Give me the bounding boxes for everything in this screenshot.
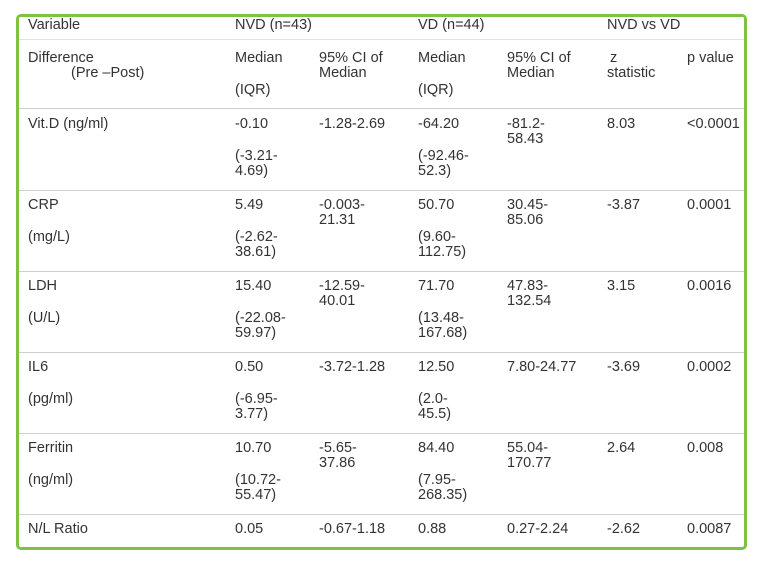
vd-ci-cont: 58.43 (507, 131, 544, 147)
vd-iqr: (7.95- (418, 472, 456, 488)
nvd-median: 10.70 (235, 440, 272, 456)
nvd-iqr: (10.72- (235, 472, 281, 488)
nvd-ci: -1.28-2.69 (319, 116, 386, 132)
table-row: LDH (U/L) 15.40 (-22.08- 59.97) -12.59- 40.01 7… (19, 271, 744, 353)
vd-ci-header-2: Median (507, 65, 555, 81)
table-row: Ferritin (ng/ml) 10.70 (10.72- 55.47) -5.65- 3… (19, 433, 744, 515)
z-statistic: 3.15 (607, 278, 636, 294)
nvd-median: 0.50 (235, 359, 264, 375)
vd-median: 0.88 (418, 521, 447, 537)
z-statistic: -3.69 (607, 359, 641, 375)
vd-iqr-header: (IQR) (418, 82, 454, 98)
vd-ci-header: 95% CI of (507, 50, 571, 66)
p-value: 0.0016 (687, 278, 732, 294)
vd-ci: 7.80-24.77 (507, 359, 577, 375)
nvd-ci: -5.65- (319, 440, 357, 456)
vd-ci: -81.2- (507, 116, 545, 132)
difference-sublabel: (Pre –Post) (71, 65, 145, 81)
nvd-iqr-cont: 59.97) (235, 325, 277, 341)
vd-ci-cont: 132.54 (507, 293, 552, 309)
vd-iqr-cont: 45.5) (418, 406, 452, 422)
nvd-iqr-cont: 4.69) (235, 163, 269, 179)
vd-iqr: (9.60- (418, 229, 456, 245)
nvd-iqr: (-3.21- (235, 148, 278, 164)
variable-name: Vit.D (ng/ml) (28, 116, 109, 132)
vd-iqr-cont: 52.3) (418, 163, 452, 179)
vd-ci: 55.04- (507, 440, 549, 456)
variable-name: Ferritin (28, 440, 74, 456)
vd-median-header: Median (418, 50, 466, 66)
variable-unit: (mg/L) (28, 229, 70, 245)
vd-iqr-cont: 112.75) (418, 244, 467, 260)
table-frame: Variable NVD (n=43) VD (n=44) NVD vs VD … (16, 14, 747, 550)
z-header: z (610, 50, 618, 66)
nvd-ci-cont: 37.86 (319, 455, 356, 471)
variable-name: IL6 (28, 359, 49, 375)
vd-iqr: (13.48- (418, 310, 464, 326)
vd-iqr: (-92.46- (418, 148, 469, 164)
vd-median: 12.50 (418, 359, 455, 375)
table-row: N/L Ratio 0.05 -0.67-1.18 0.88 0.27-2.24 -2.6… (19, 514, 744, 547)
nvd-median: -0.10 (235, 116, 269, 132)
variable-unit: (pg/ml) (28, 391, 74, 407)
vd-median: 84.40 (418, 440, 455, 456)
vd-ci: 0.27-2.24 (507, 521, 569, 537)
nvd-ci-cont: 21.31 (319, 212, 356, 228)
z-statistic: 2.64 (607, 440, 636, 456)
p-value: 0.008 (687, 440, 724, 456)
nvd-iqr: (-2.62- (235, 229, 278, 245)
nvd-median-header: Median (235, 50, 283, 66)
vd-ci: 30.45- (507, 197, 549, 213)
vd-median: 71.70 (418, 278, 455, 294)
p-value: <0.0001 (687, 116, 740, 132)
variable-name: LDH (28, 278, 58, 294)
nvd-ci-header: 95% CI of (319, 50, 383, 66)
nvd-iqr: (-6.95- (235, 391, 278, 407)
nvd-iqr-header: (IQR) (235, 82, 271, 98)
vd-median: -64.20 (418, 116, 460, 132)
vd-iqr: (2.0- (418, 391, 448, 407)
z-header-2: statistic (607, 65, 656, 81)
z-statistic: -2.62 (607, 521, 641, 537)
variable-name: N/L Ratio (28, 521, 88, 537)
header-vd: VD (n=44) (418, 17, 485, 33)
vd-ci-cont: 85.06 (507, 212, 544, 228)
header-variable: Variable (28, 17, 81, 33)
vd-median: 50.70 (418, 197, 455, 213)
p-value: 0.0002 (687, 359, 732, 375)
vd-ci-cont: 170.77 (507, 455, 552, 471)
vd-iqr-cont: 268.35) (418, 487, 468, 503)
p-header: p value (687, 50, 734, 66)
nvd-iqr-cont: 3.77) (235, 406, 269, 422)
table-header: Variable NVD (n=43) VD (n=44) NVD vs VD (19, 17, 744, 40)
variable-name: CRP (28, 197, 59, 213)
nvd-ci: -12.59- (319, 278, 365, 294)
nvd-iqr-cont: 55.47) (235, 487, 277, 503)
nvd-ci: -0.67-1.18 (319, 521, 386, 537)
vd-ci: 47.83- (507, 278, 549, 294)
difference-label: Difference (28, 50, 94, 66)
nvd-ci-cont: 40.01 (319, 293, 356, 309)
table-row: IL6 (pg/ml) 0.50 (-6.95- 3.77) -3.72-1.28 12.5… (19, 352, 744, 434)
variable-unit: (ng/ml) (28, 472, 74, 488)
nvd-iqr: (-22.08- (235, 310, 286, 326)
vd-iqr-cont: 167.68) (418, 325, 468, 341)
nvd-iqr-cont: 38.61) (235, 244, 277, 260)
p-value: 0.0001 (687, 197, 732, 213)
header-nvd: NVD (n=43) (235, 17, 312, 33)
nvd-median: 5.49 (235, 197, 264, 213)
z-statistic: -3.87 (607, 197, 641, 213)
nvd-median: 0.05 (235, 521, 264, 537)
z-statistic: 8.03 (607, 116, 636, 132)
variable-unit: (U/L) (28, 310, 61, 326)
nvd-ci: -0.003- (319, 197, 365, 213)
nvd-ci-header-2: Median (319, 65, 367, 81)
header-compare: NVD vs VD (607, 17, 681, 33)
subheader-row: Difference (Pre –Post) Median (IQR) 95% … (19, 40, 744, 109)
p-value: 0.0087 (687, 521, 732, 537)
table-row: CRP (mg/L) 5.49 (-2.62- 38.61) -0.003- 21.31 50… (19, 190, 744, 272)
nvd-ci: -3.72-1.28 (319, 359, 386, 375)
nvd-median: 15.40 (235, 278, 272, 294)
table-row: Vit.D (ng/ml) -0.10 (-3.21- 4.69) -1.28-2.69… (19, 109, 744, 191)
